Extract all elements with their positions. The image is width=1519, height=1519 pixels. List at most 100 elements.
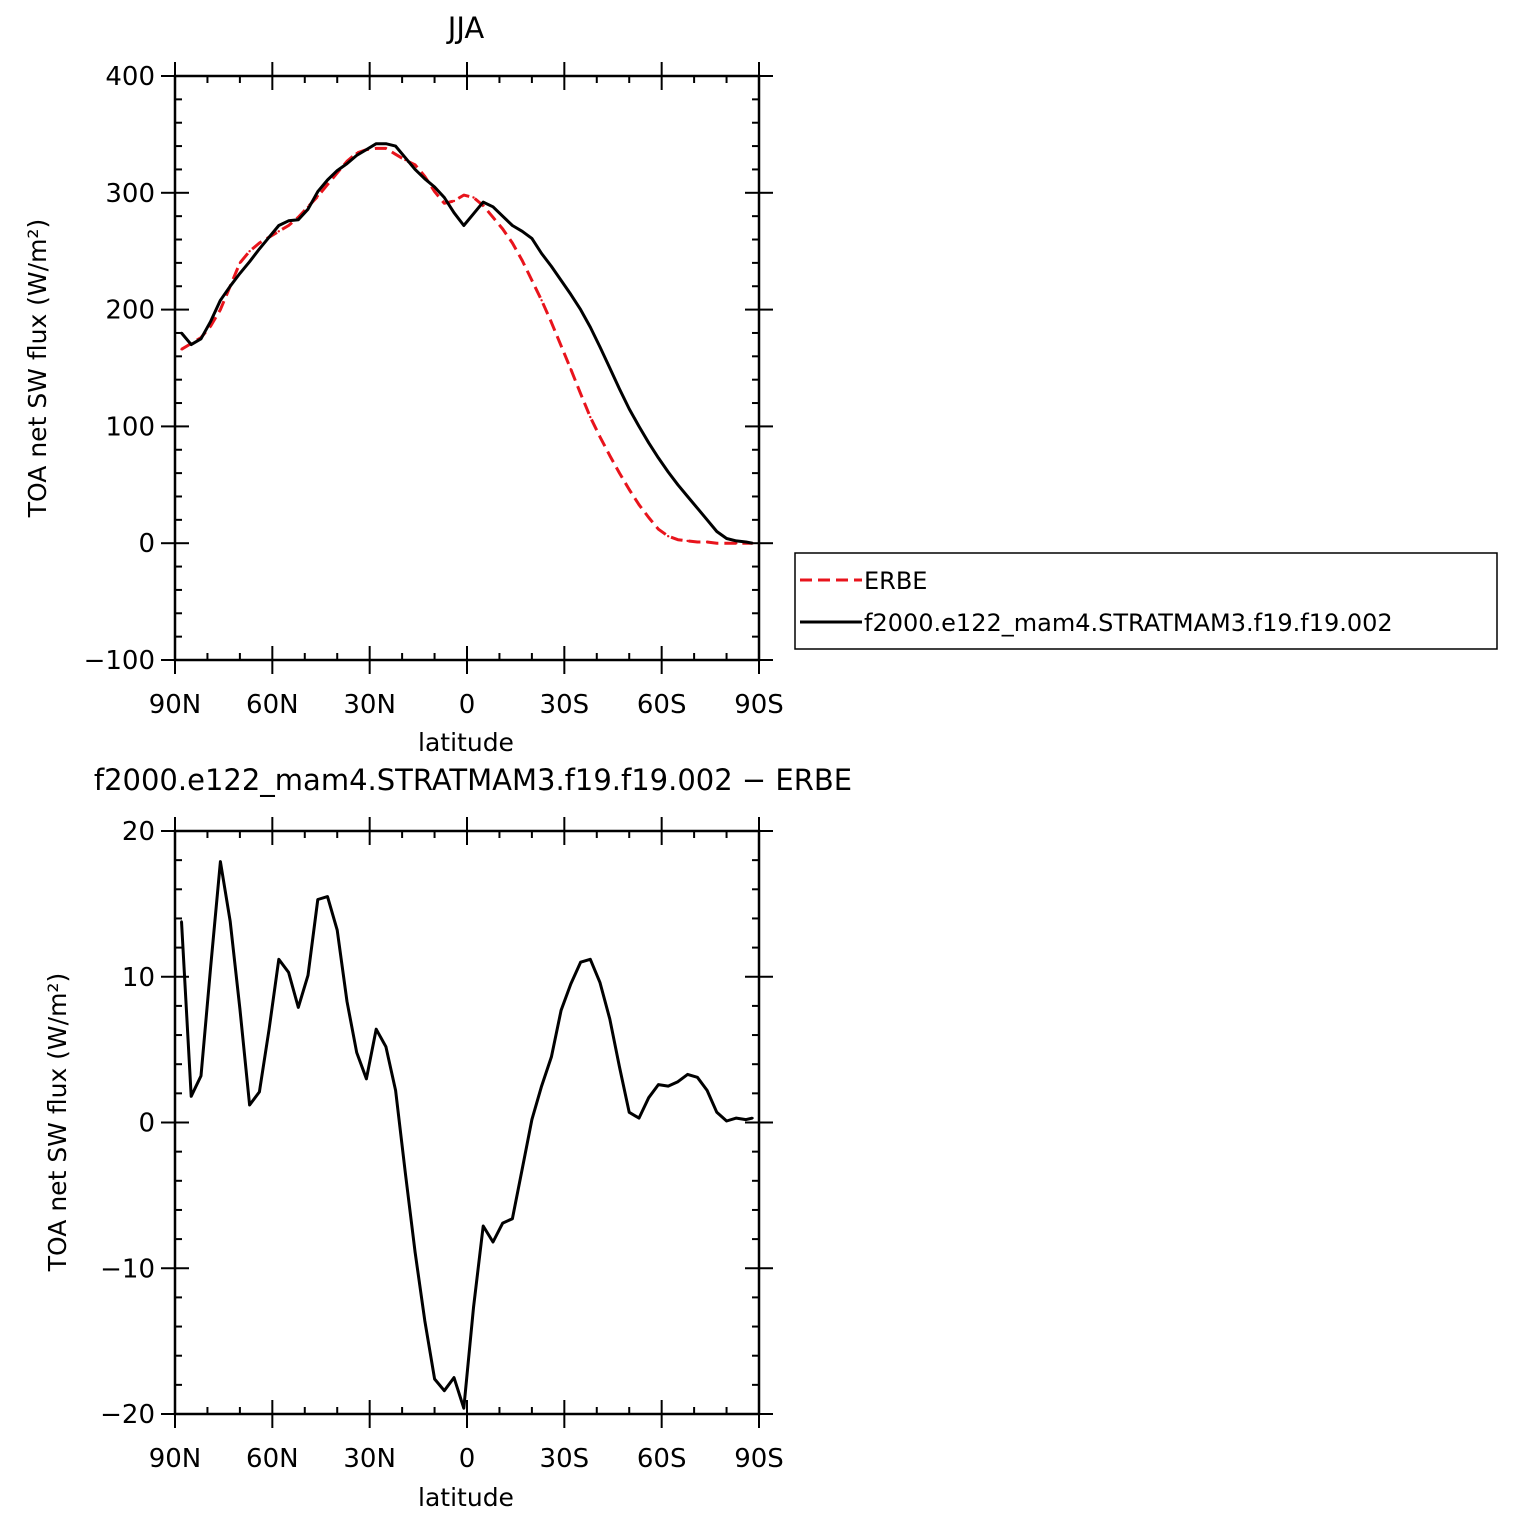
data-point (686, 1073, 689, 1076)
data-point (365, 1077, 368, 1081)
data-point (705, 1089, 709, 1092)
data-point (715, 542, 718, 545)
data-point (540, 252, 543, 255)
top-x-axis-label: latitude (418, 728, 514, 757)
data-point (482, 200, 485, 204)
data-point (452, 1376, 456, 1379)
legend-box (794, 552, 1498, 650)
data-point (569, 368, 572, 371)
data-point (190, 343, 193, 346)
data-point (530, 237, 534, 240)
data-point (628, 488, 631, 491)
data-point (511, 241, 514, 245)
data-point (190, 1095, 193, 1098)
y-tick-label: 300 (105, 179, 155, 209)
data-point (423, 177, 426, 180)
data-point (209, 965, 212, 968)
data-point (657, 1083, 660, 1086)
data-point (472, 196, 475, 199)
data-point (676, 1080, 680, 1083)
data-point (219, 308, 222, 311)
data-point (238, 1007, 242, 1010)
data-point (511, 224, 514, 227)
data-point (229, 920, 232, 923)
data-point (316, 898, 319, 901)
y-tick-label: 0 (138, 1109, 155, 1139)
data-point (628, 407, 631, 411)
data-point (501, 227, 504, 231)
x-tick-label: 30N (343, 1444, 396, 1474)
data-point (394, 144, 397, 148)
data-point (647, 516, 650, 519)
data-point (229, 285, 232, 288)
data-point (248, 1103, 251, 1107)
data-point (326, 178, 329, 182)
data-point (433, 1377, 436, 1381)
series-line-model (180, 142, 753, 545)
bottom-panel: f2000.e122_mam4.STRATMAM3.f19.f19.002 − … (43, 763, 852, 1512)
data-point (180, 348, 183, 351)
data-point (696, 507, 699, 510)
data-point (676, 538, 680, 541)
data-point (696, 1076, 699, 1079)
data-point (462, 1407, 465, 1410)
data-point (423, 1319, 426, 1322)
data-point (238, 261, 242, 265)
data-point (647, 441, 650, 444)
x-tick-label: 60N (246, 690, 299, 720)
data-point (375, 142, 378, 145)
data-point (248, 250, 251, 253)
series-line-model (180, 860, 753, 1410)
data-point (277, 230, 280, 233)
data-point (559, 1009, 563, 1012)
data-point (462, 224, 465, 227)
data-point (744, 540, 748, 544)
data-point (725, 542, 728, 545)
data-point (608, 1017, 611, 1021)
data-point (277, 958, 280, 961)
legend: ERBE f2000.e122_mam4.STRATMAM3.f19.f19.0… (794, 552, 1498, 650)
data-point (326, 183, 329, 186)
data-point (608, 454, 611, 457)
data-point (287, 971, 290, 974)
data-point (433, 190, 436, 193)
data-point (530, 279, 534, 282)
y-tick-label: 10 (122, 963, 155, 993)
x-tick-label: 60S (637, 1444, 687, 1474)
y-tick-label: 0 (138, 529, 155, 559)
data-point (657, 456, 660, 460)
data-point (355, 154, 358, 157)
data-point (384, 147, 388, 150)
data-point (452, 199, 456, 203)
data-point (287, 219, 290, 222)
data-point (521, 1167, 524, 1171)
data-point (550, 265, 553, 268)
data-point (258, 1090, 261, 1094)
y-tick-label: 100 (105, 412, 155, 442)
data-point (443, 202, 446, 205)
data-point (501, 215, 504, 218)
data-point (452, 211, 456, 214)
bottom-axes-ticks: −20 −10 0 10 20 90N 60N 30N 0 30S 60S 90S (100, 817, 784, 1474)
data-point (589, 415, 592, 419)
data-point (433, 185, 436, 189)
data-point (608, 366, 611, 370)
x-tick-label: 30S (540, 690, 590, 720)
data-point (491, 216, 495, 219)
data-point (521, 230, 524, 233)
data-point (686, 539, 689, 543)
data-point (375, 147, 378, 150)
data-point (530, 1118, 534, 1121)
data-point (696, 540, 699, 544)
data-point (355, 1051, 358, 1054)
data-point (744, 1118, 748, 1121)
y-tick-label: −10 (100, 1254, 155, 1284)
data-point (491, 1240, 495, 1244)
x-tick-label: 60N (246, 1444, 299, 1474)
data-point (618, 1065, 621, 1069)
x-tick-label: 30N (343, 690, 396, 720)
data-point (579, 392, 582, 395)
data-point (540, 299, 543, 302)
data-point (521, 259, 524, 262)
data-point (287, 224, 290, 227)
